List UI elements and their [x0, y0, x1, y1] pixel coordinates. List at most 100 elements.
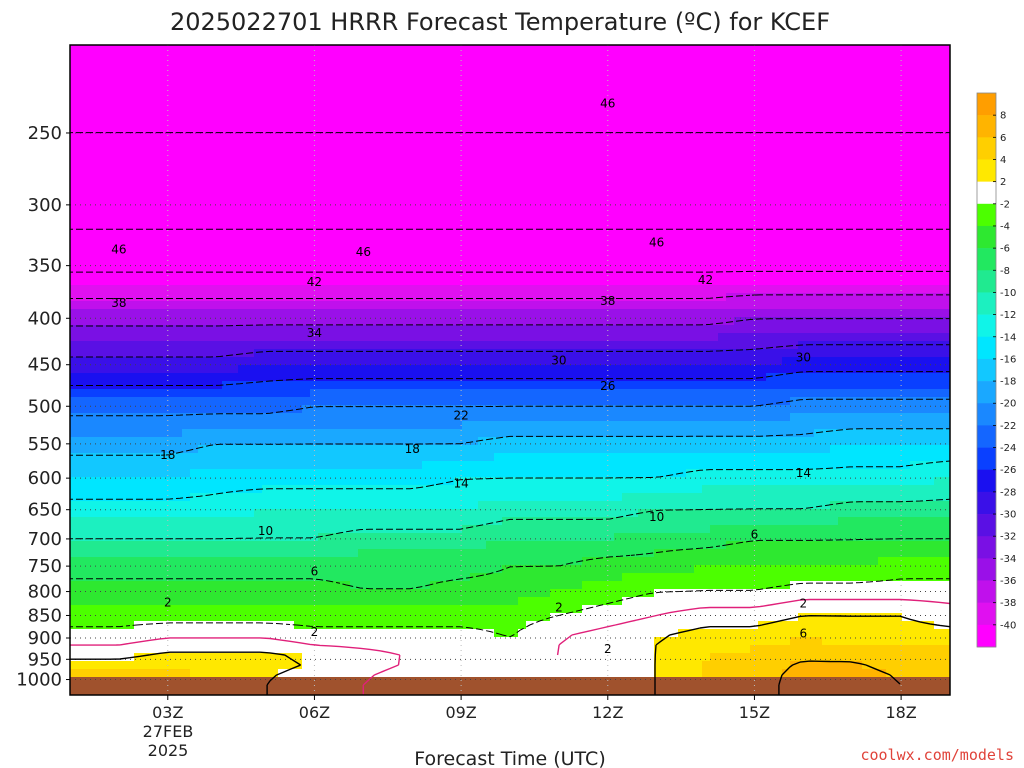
temperature-cell	[398, 173, 407, 182]
temperature-cell	[382, 221, 391, 230]
temperature-cell	[350, 253, 359, 262]
temperature-cell	[254, 285, 263, 294]
temperature-cell	[518, 261, 527, 270]
temperature-cell	[334, 445, 343, 454]
temperature-cell	[230, 429, 239, 438]
temperature-cell	[86, 437, 95, 446]
temperature-cell	[86, 653, 95, 662]
temperature-cell	[230, 421, 239, 430]
temperature-cell	[206, 237, 215, 246]
temperature-cell	[494, 461, 503, 470]
temperature-cell	[286, 333, 295, 342]
temperature-cell	[550, 261, 559, 270]
temperature-cell	[438, 453, 447, 462]
temperature-cell	[86, 245, 95, 254]
temperature-cell	[262, 669, 271, 678]
temperature-cell	[270, 493, 279, 502]
temperature-cell	[286, 245, 295, 254]
temperature-cell	[550, 629, 559, 638]
temperature-cell	[254, 117, 263, 126]
temperature-cell	[110, 165, 119, 174]
temperature-cell	[126, 613, 135, 622]
temperature-cell	[102, 85, 111, 94]
temperature-cell	[190, 285, 199, 294]
temperature-cell	[326, 341, 335, 350]
temperature-cell	[254, 229, 263, 238]
temperature-cell	[478, 277, 487, 286]
temperature-cell	[510, 573, 519, 582]
temperature-cell	[518, 117, 527, 126]
temperature-cell	[494, 477, 503, 486]
temperature-cell	[190, 573, 199, 582]
temperature-cell	[78, 469, 87, 478]
temperature-cell	[318, 357, 327, 366]
temperature-cell	[198, 285, 207, 294]
temperature-cell	[502, 229, 511, 238]
temperature-cell	[382, 549, 391, 558]
temperature-cell	[70, 349, 79, 358]
temperature-cell	[406, 85, 415, 94]
temperature-cell	[182, 197, 191, 206]
temperature-cell	[78, 317, 87, 326]
temperature-cell	[430, 533, 439, 542]
temperature-cell	[142, 533, 151, 542]
temperature-cell	[462, 293, 471, 302]
temperature-cell	[510, 589, 519, 598]
temperature-cell	[78, 45, 87, 54]
temperature-cell	[342, 453, 351, 462]
temperature-cell	[78, 61, 87, 70]
temperature-cell	[454, 117, 463, 126]
temperature-cell	[94, 221, 103, 230]
temperature-cell	[470, 445, 479, 454]
temperature-cell	[262, 341, 271, 350]
temperature-cell	[230, 573, 239, 582]
temperature-cell	[382, 413, 391, 422]
temperature-cell	[358, 581, 367, 590]
temperature-cell	[182, 69, 191, 78]
temperature-cell	[390, 261, 399, 270]
temperature-cell	[534, 157, 543, 166]
temperature-cell	[238, 93, 247, 102]
temperature-cell	[134, 437, 143, 446]
temperature-cell	[70, 485, 79, 494]
temperature-cell	[518, 661, 527, 670]
temperature-cell	[366, 245, 375, 254]
temperature-cell	[390, 277, 399, 286]
temperature-cell	[310, 157, 319, 166]
temperature-cell	[214, 205, 223, 214]
temperature-cell	[94, 653, 103, 662]
temperature-cell	[398, 485, 407, 494]
temperature-cell	[150, 341, 159, 350]
temperature-cell	[318, 133, 327, 142]
temperature-cell	[438, 501, 447, 510]
temperature-cell	[254, 557, 263, 566]
temperature-cell	[342, 253, 351, 262]
temperature-cell	[422, 229, 431, 238]
temperature-cell	[454, 381, 463, 390]
temperature-cell	[366, 557, 375, 566]
temperature-cell	[302, 93, 311, 102]
temperature-cell	[406, 413, 415, 422]
temperature-cell	[486, 301, 495, 310]
temperature-cell	[406, 661, 415, 670]
temperature-cell	[310, 533, 319, 542]
temperature-cell	[550, 189, 559, 198]
temperature-cell	[350, 229, 359, 238]
temperature-cell	[286, 229, 295, 238]
temperature-cell	[454, 189, 463, 198]
temperature-cell	[518, 389, 527, 398]
temperature-cell	[118, 549, 127, 558]
temperature-cell	[78, 629, 87, 638]
temperature-cell	[302, 341, 311, 350]
temperature-cell	[326, 229, 335, 238]
temperature-cell	[342, 317, 351, 326]
temperature-cell	[126, 621, 135, 630]
temperature-cell	[486, 445, 495, 454]
temperature-cell	[510, 621, 519, 630]
temperature-cell	[302, 469, 311, 478]
temperature-cell	[302, 445, 311, 454]
temperature-cell	[206, 357, 215, 366]
temperature-cell	[310, 357, 319, 366]
temperature-cell	[350, 661, 359, 670]
